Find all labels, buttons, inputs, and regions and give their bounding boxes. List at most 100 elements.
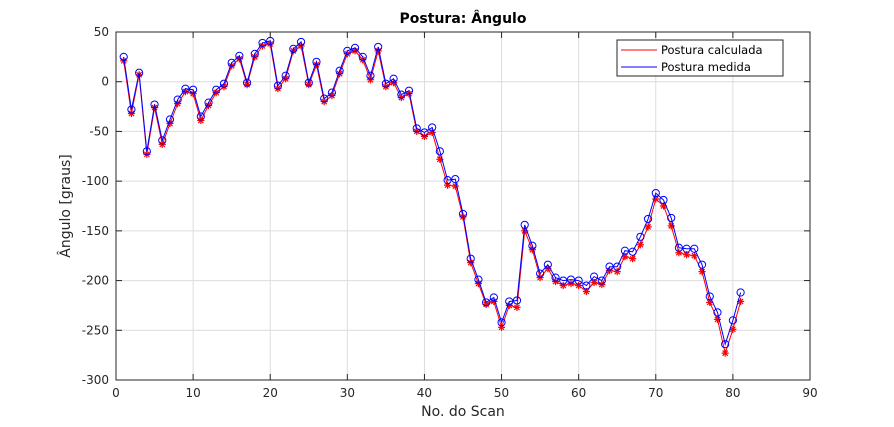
y-tick-label: -50 [89, 124, 109, 138]
data-point [559, 276, 568, 285]
data-point [451, 175, 460, 184]
data-point [266, 36, 275, 46]
x-tick-label: 90 [802, 386, 817, 400]
y-tick-label: 0 [101, 75, 109, 89]
x-tick-label: 30 [340, 386, 355, 400]
data-point [643, 214, 653, 224]
legend: Postura calculada Postura medida [616, 39, 784, 77]
data-point [335, 66, 344, 75]
data-point [536, 269, 545, 278]
data-point [566, 275, 576, 284]
data-point [212, 85, 221, 94]
data-point [721, 349, 729, 357]
y-tick-label: -200 [82, 274, 109, 288]
x-tick-label: 40 [417, 386, 432, 400]
chart-title: Postura: Ângulo [400, 10, 527, 27]
data-point [235, 51, 244, 60]
data-point [350, 43, 360, 53]
data-point [613, 262, 622, 271]
x-tick-label: 60 [571, 386, 586, 400]
data-point [389, 74, 398, 83]
legend-label-postura-medida: Postura medida [661, 60, 751, 74]
data-point [682, 244, 691, 253]
data-point [620, 246, 630, 255]
data-point [482, 298, 491, 307]
data-point [381, 79, 390, 88]
data-point [659, 195, 668, 205]
data-point [119, 52, 128, 61]
data-point [289, 44, 298, 54]
data-point [158, 136, 167, 145]
data-point [428, 123, 437, 132]
data-point [474, 275, 483, 284]
data-point [690, 252, 698, 260]
data-point [135, 68, 144, 77]
data-point [705, 292, 714, 301]
data-point [674, 243, 684, 252]
data-point [296, 37, 306, 47]
y-tick-label: -100 [82, 174, 109, 188]
x-tick-label: 70 [648, 386, 663, 400]
data-point [420, 128, 429, 137]
data-point [628, 247, 637, 256]
y-tick-label: 50 [94, 25, 109, 39]
data-point [258, 38, 267, 48]
y-tick-label: -250 [82, 323, 109, 337]
data-point [721, 340, 730, 349]
x-tick-label: 50 [494, 386, 509, 400]
data-point [366, 71, 375, 80]
data-point [127, 105, 136, 114]
data-point [435, 147, 444, 156]
data-point [412, 124, 421, 133]
data-point [520, 220, 529, 229]
data-point [605, 262, 614, 271]
data-point [219, 79, 229, 88]
data-point [273, 81, 283, 90]
data-point [582, 281, 591, 290]
data-point [443, 176, 452, 185]
x-tick-label: 80 [725, 386, 740, 400]
data-point [142, 147, 151, 156]
data-point [513, 303, 521, 312]
data-point [320, 94, 329, 103]
y-tick-label: -300 [82, 373, 109, 387]
data-point [458, 209, 468, 219]
data-point [597, 276, 606, 285]
data-point [713, 308, 722, 317]
x-tick-label: 0 [112, 386, 120, 400]
data-point [636, 241, 644, 249]
data-point [281, 71, 290, 80]
data-point [505, 297, 514, 306]
series-postura-medida [119, 36, 745, 349]
axis-ticks: 0 10 20 30 40 50 60 70 80 90 50 0 -50 -100 -150 -200 -25… [82, 25, 818, 400]
data-point [343, 46, 352, 55]
data-point [358, 52, 367, 61]
data-point [636, 232, 645, 241]
data-point [574, 276, 583, 285]
series-line [123, 40, 742, 347]
data-point [728, 316, 737, 325]
series-layer [119, 36, 745, 357]
legend-box [616, 39, 784, 77]
data-point [512, 296, 522, 305]
data-point [451, 182, 459, 190]
data-point [551, 273, 560, 282]
y-tick-label: -150 [82, 224, 109, 238]
data-point [589, 272, 599, 281]
data-point [697, 260, 707, 269]
data-point [250, 49, 259, 58]
data-point [181, 84, 190, 93]
data-point [150, 100, 159, 109]
data-point [374, 42, 383, 52]
data-point [466, 254, 475, 263]
data-point [304, 78, 313, 87]
data-point [189, 85, 198, 94]
data-point [327, 88, 337, 97]
data-point [644, 223, 652, 231]
data-point [312, 57, 321, 66]
data-point [165, 115, 175, 124]
y-axis-label: Ângulo [graus] [56, 154, 74, 257]
data-point [651, 188, 660, 198]
data-point [173, 95, 182, 104]
